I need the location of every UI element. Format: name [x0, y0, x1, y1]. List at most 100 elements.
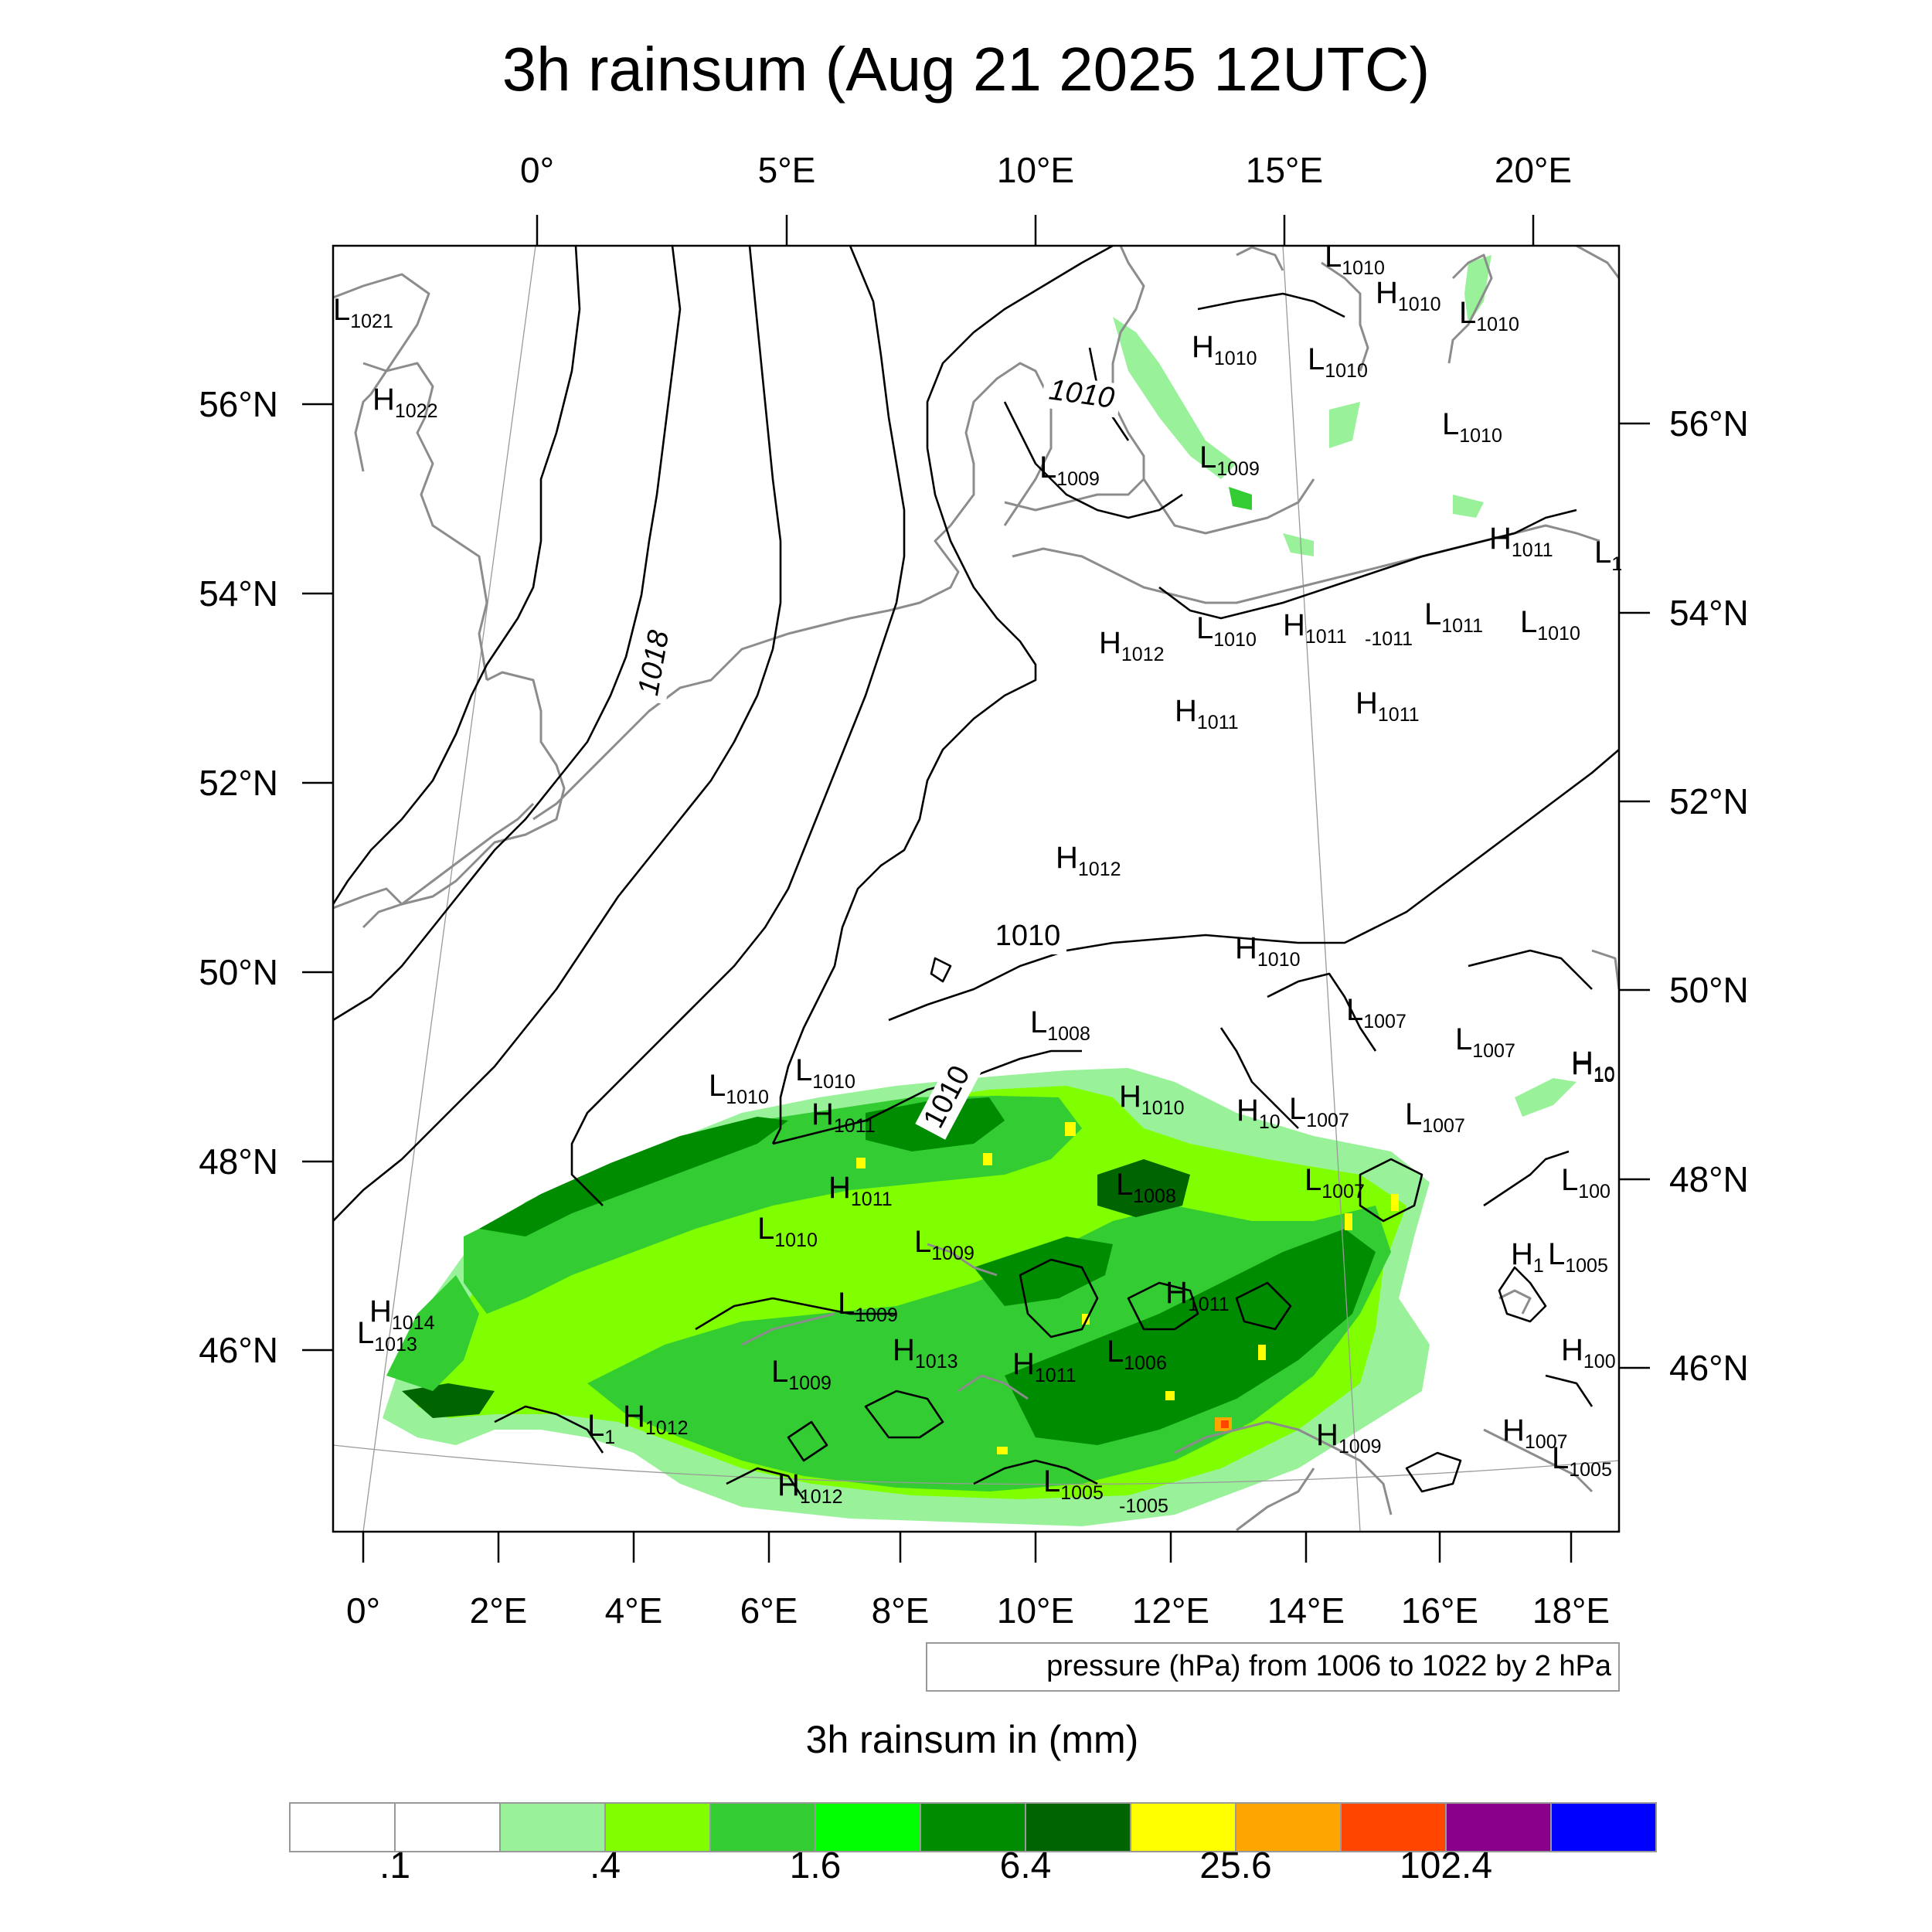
colorbar-swatch: [1340, 1802, 1447, 1852]
pressure-center-label: H1010: [1192, 330, 1257, 369]
pressure-center-label: L1006: [1107, 1335, 1167, 1374]
lat-label-right: 54°N: [1669, 593, 1749, 633]
contour-info-box: [926, 1642, 1620, 1692]
lat-label-right: 46°N: [1669, 1348, 1749, 1388]
lon-label-bottom: 2°E: [470, 1590, 528, 1631]
lat-label-left: 56°N: [199, 384, 278, 424]
pressure-center-label: H10: [1236, 1094, 1281, 1133]
pressure-center-label: L1005: [1552, 1441, 1612, 1481]
rain-area-dark: [479, 1117, 788, 1236]
pressure-center-label: L1005: [1043, 1464, 1104, 1504]
map-area: [333, 246, 1619, 1532]
contour-info-text: pressure (hPa) from 1006 to 1022 by 2 hP…: [1046, 1650, 1612, 1682]
pressure-center-label: L1010: [1325, 240, 1385, 279]
rain-patch-north: [1464, 255, 1492, 325]
pressure-center-label: H1011: [1283, 608, 1347, 648]
top-tick-marks: [536, 215, 1535, 246]
pressure-center-label: H1: [1511, 1237, 1544, 1277]
pressure-center-label: L1021: [333, 293, 393, 332]
rain-area-dark-5: [1097, 1159, 1190, 1217]
left-latitude-labels: 56°N 54°N 52°N 50°N 48°N 46°N: [199, 384, 278, 1370]
rain-area-dark-6: [402, 1383, 495, 1418]
lon-label-top: 10°E: [997, 150, 1074, 190]
colorbar-swatch: [1025, 1802, 1131, 1852]
lat-label-left: 48°N: [199, 1141, 278, 1182]
rain-patch-east: [1515, 1078, 1577, 1117]
right-latitude-labels: 56°N 54°N 52°N 50°N 48°N 46°N: [1669, 403, 1749, 1388]
rain-cell-yellow: [1165, 1391, 1175, 1400]
map-frame: [332, 244, 1621, 1533]
pressure-center-label: L1010: [1520, 605, 1580, 645]
pressure-center-label: H10: [1571, 1047, 1615, 1087]
pressure-center-label: H1013: [893, 1333, 958, 1372]
rain-cell-yellow: [1345, 1213, 1352, 1230]
rain-cell-yellow: [997, 1447, 1008, 1454]
pressure-center-label: H1011: [1012, 1347, 1077, 1386]
map-title: 3h rainsum (Aug 21 2025 12UTC): [502, 35, 1430, 104]
pressure-center-label: H1010: [1119, 1080, 1185, 1119]
colorbar-swatch: [1550, 1802, 1657, 1852]
colorbar-swatch: [1130, 1802, 1236, 1852]
rain-cell-yellow: [856, 1158, 866, 1168]
colorbar-tick-label: .4: [590, 1845, 621, 1886]
rain-area-west: [386, 1275, 479, 1391]
pressure-center-label: H1011: [828, 1171, 893, 1210]
pressure-center-label: L1009: [771, 1355, 832, 1394]
pressure-center-label: H1010: [1235, 931, 1301, 971]
pressure-center-label: L1008: [1116, 1168, 1176, 1207]
colorbar-swatch: [815, 1802, 921, 1852]
isobar-label: 1010: [995, 920, 1061, 952]
pressure-center-label: L1: [1594, 536, 1622, 575]
rain-cell-yellow: [1258, 1345, 1266, 1360]
pressure-center-label: L1013: [357, 1316, 417, 1355]
lon-label-bottom: 4°E: [605, 1590, 663, 1631]
pressure-center-label: L1010: [1442, 407, 1502, 447]
lon-label-bottom: 8°E: [872, 1590, 930, 1631]
pressure-center-label: L1009: [838, 1287, 898, 1326]
rain-cell-yellow: [1065, 1122, 1076, 1136]
pressure-center-label: L1009: [1039, 451, 1100, 490]
pressure-center-label: L1011: [1424, 597, 1483, 637]
rain-patch-north: [1283, 533, 1314, 556]
lon-label-top: 0°: [520, 150, 554, 190]
rain-patch-east: [1453, 495, 1484, 518]
pressure-center-label: L100: [1561, 1163, 1611, 1202]
pressure-center-label: H1011: [1489, 522, 1553, 561]
top-longitude-labels: 0° 5°E 10°E 15°E 20°E: [520, 150, 1572, 190]
pressure-centers: L1021 H1022 L1010 H1010 L1010 H1010 L101…: [333, 240, 1622, 1517]
lon-label-bottom: 10°E: [997, 1590, 1074, 1631]
rain-cell-yellow: [983, 1153, 992, 1165]
pressure-center-label: H1010: [1376, 276, 1441, 315]
rain-cell-yellow: [1082, 1314, 1090, 1325]
rain-area-mid-south: [587, 1206, 1391, 1492]
colorbar-tick-label: .1: [379, 1845, 410, 1886]
pressure-center-label: L1009: [1199, 440, 1260, 480]
lon-label-bottom: 6°E: [740, 1590, 798, 1631]
lon-label-top: 20°E: [1495, 150, 1572, 190]
colorbar-swatch: [289, 1802, 396, 1852]
colorbar-swatch: [920, 1802, 1026, 1852]
lon-label-bottom: 16°E: [1401, 1590, 1478, 1631]
pressure-center-label: L1010: [709, 1069, 769, 1108]
pressure-center-label: H1009: [1316, 1418, 1382, 1458]
rain-area-dark-4: [974, 1236, 1113, 1306]
rain-area-dark-3: [1005, 1229, 1376, 1445]
pressure-center-label: L1010: [757, 1212, 818, 1251]
colorbar-tick-label: 1.6: [790, 1845, 842, 1886]
lat-label-left: 50°N: [199, 952, 278, 992]
pressure-center-label: H1012: [1099, 626, 1165, 665]
pressure-center-label: H1011: [1175, 694, 1239, 733]
pressure-center-label: L1010: [1459, 296, 1519, 335]
pressure-center-label: H100: [1561, 1333, 1616, 1372]
lat-label-right: 48°N: [1669, 1159, 1749, 1199]
colorbar-swatch: [1445, 1802, 1552, 1852]
pressure-center-label: H1011: [1355, 686, 1420, 726]
pressure-center-label: H1011: [1165, 1276, 1230, 1315]
rain-cell-yellow: [1391, 1194, 1399, 1211]
colorbar-title: 3h rainsum in (mm): [806, 1718, 1139, 1761]
rain-patch-north: [1229, 487, 1252, 510]
left-tick-marks: [302, 403, 333, 1352]
pressure-center-label: L1007: [1304, 1163, 1365, 1202]
pressure-center-label: L1009: [914, 1225, 975, 1264]
